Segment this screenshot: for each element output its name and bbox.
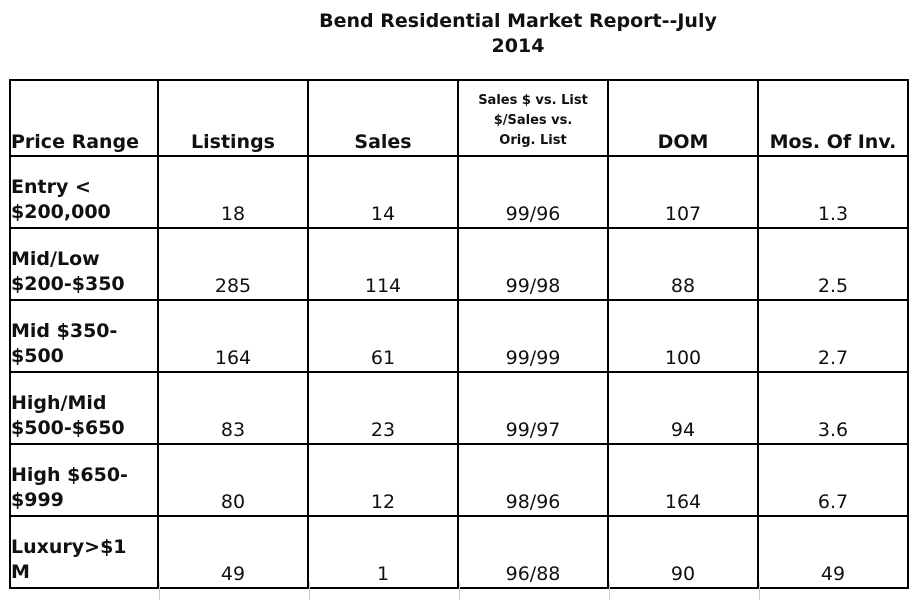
report-title-line-1: Bend Residential Market Report--July — [319, 10, 717, 32]
header-sales-ratio-line-2: $/Sales vs. — [493, 113, 573, 128]
dom-cell: 90 — [607, 515, 759, 589]
dom-cell: 107 — [607, 155, 759, 229]
header-row: Price Range Listings Sales Sales $ vs. L… — [9, 79, 909, 157]
header-sales-ratio-line-3: Orig. List — [499, 133, 567, 148]
dom-cell: 94 — [607, 371, 759, 445]
price-range-line-1: High $650- — [11, 464, 128, 486]
market-report-table: Price Range Listings Sales Sales $ vs. L… — [9, 79, 909, 589]
price-range-cell: Luxury>$1 M — [9, 515, 159, 589]
header-listings: Listings — [157, 79, 309, 157]
table-row: High $650- $999 80 12 98/96 164 6.7 — [9, 443, 909, 517]
mos-inv-cell: 1.3 — [757, 155, 909, 229]
price-range-line-1: High/Mid — [11, 392, 107, 414]
price-range-line-1: Mid/Low — [11, 248, 100, 270]
sales-ratio-cell: 99/96 — [457, 155, 609, 229]
listings-cell: 83 — [157, 371, 309, 445]
mos-inv-cell: 2.7 — [757, 299, 909, 373]
price-range-line-1: Entry < — [11, 176, 91, 198]
report-title: Bend Residential Market Report--July 201… — [220, 9, 816, 59]
table-row: Luxury>$1 M 49 1 96/88 90 49 — [9, 515, 909, 589]
price-range-line-2: M — [11, 561, 30, 583]
sales-ratio-cell: 99/98 — [457, 227, 609, 301]
gridline-stub — [459, 582, 460, 600]
price-range-line-2: $999 — [11, 489, 64, 511]
price-range-cell: Entry < $200,000 — [9, 155, 159, 229]
mos-inv-cell: 49 — [757, 515, 909, 589]
sales-cell: 14 — [307, 155, 459, 229]
table-row: Mid $350- $500 164 61 99/99 100 2.7 — [9, 299, 909, 373]
sales-cell: 23 — [307, 371, 459, 445]
listings-cell: 285 — [157, 227, 309, 301]
header-sales-ratio-line-1: Sales $ vs. List — [478, 93, 588, 108]
sales-cell: 12 — [307, 443, 459, 517]
listings-cell: 164 — [157, 299, 309, 373]
price-range-line-2: $500-$650 — [11, 417, 125, 439]
dom-cell: 88 — [607, 227, 759, 301]
sales-cell: 61 — [307, 299, 459, 373]
price-range-line-2: $500 — [11, 345, 64, 367]
price-range-cell: Mid/Low $200-$350 — [9, 227, 159, 301]
sales-cell: 114 — [307, 227, 459, 301]
listings-cell: 18 — [157, 155, 309, 229]
gridline-stub — [609, 582, 610, 600]
price-range-line-1: Mid $350- — [11, 320, 118, 342]
dom-cell: 100 — [607, 299, 759, 373]
price-range-cell: High $650- $999 — [9, 443, 159, 517]
mos-inv-cell: 3.6 — [757, 371, 909, 445]
report-title-line-2: 2014 — [491, 35, 545, 57]
gridline-stub — [759, 582, 760, 600]
mos-inv-cell: 6.7 — [757, 443, 909, 517]
listings-cell: 80 — [157, 443, 309, 517]
header-mos-inv: Mos. Of Inv. — [757, 79, 909, 157]
dom-cell: 164 — [607, 443, 759, 517]
header-sales: Sales — [307, 79, 459, 157]
price-range-line-2: $200,000 — [11, 201, 111, 223]
header-dom: DOM — [607, 79, 759, 157]
sales-ratio-cell: 99/99 — [457, 299, 609, 373]
sales-ratio-cell: 99/97 — [457, 371, 609, 445]
mos-inv-cell: 2.5 — [757, 227, 909, 301]
price-range-line-2: $200-$350 — [11, 273, 125, 295]
table-row: Entry < $200,000 18 14 99/96 107 1.3 — [9, 155, 909, 229]
sales-ratio-cell: 98/96 — [457, 443, 609, 517]
header-sales-ratio: Sales $ vs. List $/Sales vs. Orig. List — [457, 79, 609, 157]
price-range-line-1: Luxury>$1 — [11, 536, 127, 558]
listings-cell: 49 — [157, 515, 309, 589]
gridline-stub — [309, 582, 310, 600]
sales-cell: 1 — [307, 515, 459, 589]
price-range-cell: High/Mid $500-$650 — [9, 371, 159, 445]
table-row: High/Mid $500-$650 83 23 99/97 94 3.6 — [9, 371, 909, 445]
table-row: Mid/Low $200-$350 285 114 99/98 88 2.5 — [9, 227, 909, 301]
price-range-cell: Mid $350- $500 — [9, 299, 159, 373]
header-price-range: Price Range — [9, 79, 159, 157]
gridline-stub — [159, 582, 160, 600]
sales-ratio-cell: 96/88 — [457, 515, 609, 589]
